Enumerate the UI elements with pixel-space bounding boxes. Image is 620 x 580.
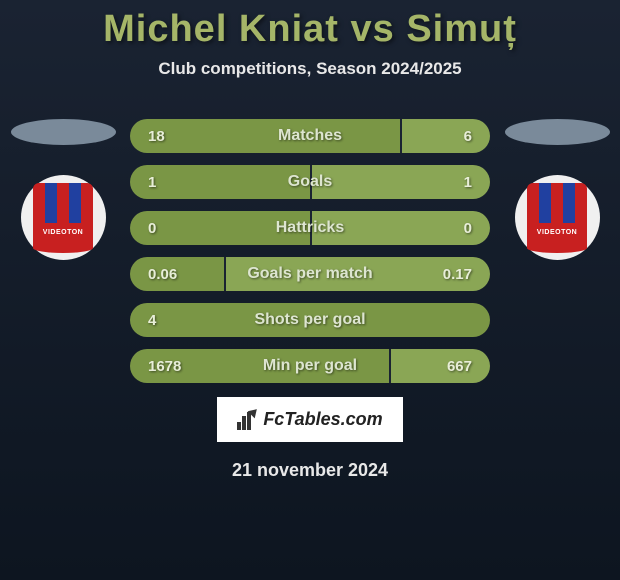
- stat-label: Matches: [278, 127, 342, 145]
- stat-value-right: 0.17: [443, 266, 472, 283]
- stat-value-right: 667: [447, 358, 472, 375]
- brand-text: FcTables.com: [263, 409, 382, 430]
- footer-date: 21 november 2024: [0, 460, 620, 481]
- stat-row: 0.06 Goals per match 0.17: [130, 257, 490, 291]
- player-right-column: VIDEOTON: [502, 119, 612, 260]
- stat-value-left: 1: [148, 174, 156, 191]
- stats-bars: 18 Matches 6 1 Goals 1 0 Hattricks 0 0.06 Goals pe…: [130, 119, 490, 383]
- stat-value-left: 4: [148, 312, 156, 329]
- stat-label: Hattricks: [276, 219, 344, 237]
- stat-row: 1 Goals 1: [130, 165, 490, 199]
- stat-label: Goals per match: [247, 265, 372, 283]
- stat-row: 0 Hattricks 0: [130, 211, 490, 245]
- player-left-column: VIDEOTON: [8, 119, 118, 260]
- stat-value-left: 1678: [148, 358, 181, 375]
- player-right-placeholder: [505, 119, 610, 145]
- badge-right-text: VIDEOTON: [527, 223, 587, 243]
- stat-row: 4 Shots per goal: [130, 303, 490, 337]
- stat-label: Goals: [288, 173, 332, 191]
- player-left-badge: VIDEOTON: [21, 175, 106, 260]
- stat-label: Shots per goal: [254, 311, 365, 329]
- player-left-placeholder: [11, 119, 116, 145]
- stat-row: 1678 Min per goal 667: [130, 349, 490, 383]
- stat-value-left: 0.06: [148, 266, 177, 283]
- stat-value-left: 18: [148, 128, 165, 145]
- badge-left-text: VIDEOTON: [33, 223, 93, 243]
- stat-value-left: 0: [148, 220, 156, 237]
- comparison-title: Michel Kniat vs Simuț: [0, 8, 620, 51]
- stat-value-right: 6: [464, 128, 472, 145]
- player-right-badge: VIDEOTON: [515, 175, 600, 260]
- comparison-subtitle: Club competitions, Season 2024/2025: [0, 59, 620, 79]
- stat-label: Min per goal: [263, 357, 357, 375]
- stat-value-right: 1: [464, 174, 472, 191]
- brand-icon: [237, 410, 257, 430]
- stat-row: 18 Matches 6: [130, 119, 490, 153]
- stat-value-right: 0: [464, 220, 472, 237]
- brand-badge: FcTables.com: [217, 397, 402, 442]
